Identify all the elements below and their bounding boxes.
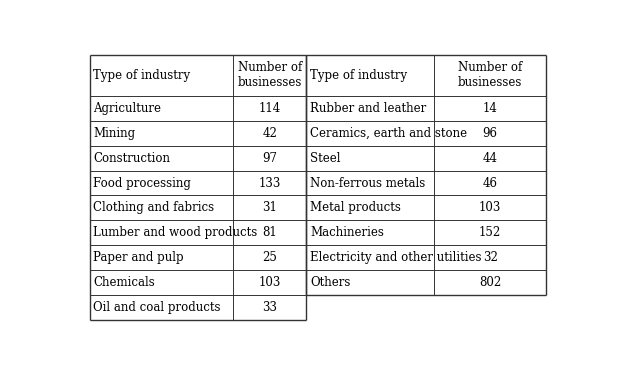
Text: 103: 103 [479, 201, 501, 214]
Text: Food processing: Food processing [94, 177, 191, 190]
Text: Machineries: Machineries [310, 226, 384, 239]
Text: Oil and coal products: Oil and coal products [94, 301, 221, 314]
Text: 133: 133 [259, 177, 281, 190]
Text: Construction: Construction [94, 152, 170, 165]
Text: Steel: Steel [310, 152, 340, 165]
Text: 97: 97 [262, 152, 277, 165]
Text: 14: 14 [482, 102, 497, 115]
Text: 33: 33 [262, 301, 277, 314]
Text: 81: 81 [262, 226, 277, 239]
Text: Chemicals: Chemicals [94, 276, 155, 289]
Text: 114: 114 [259, 102, 281, 115]
Text: Non-ferrous metals: Non-ferrous metals [310, 177, 425, 190]
Text: 802: 802 [479, 276, 501, 289]
Text: Paper and pulp: Paper and pulp [94, 251, 184, 264]
Text: Lumber and wood products: Lumber and wood products [94, 226, 257, 239]
Text: Mining: Mining [94, 127, 136, 139]
Text: Type of industry: Type of industry [94, 69, 190, 82]
Text: Ceramics, earth and stone: Ceramics, earth and stone [310, 127, 467, 139]
Text: 25: 25 [262, 251, 277, 264]
Text: Electricity and other utilities: Electricity and other utilities [310, 251, 482, 264]
Text: 103: 103 [259, 276, 281, 289]
Text: 32: 32 [482, 251, 497, 264]
Text: 31: 31 [262, 201, 277, 214]
Text: Number of
businesses: Number of businesses [458, 61, 522, 89]
Text: 42: 42 [262, 127, 277, 139]
Text: Type of industry: Type of industry [310, 69, 407, 82]
Text: Number of
businesses: Number of businesses [237, 61, 302, 89]
Text: 46: 46 [482, 177, 498, 190]
Text: Clothing and fabrics: Clothing and fabrics [94, 201, 215, 214]
Text: 44: 44 [482, 152, 498, 165]
Text: Rubber and leather: Rubber and leather [310, 102, 427, 115]
Text: 152: 152 [479, 226, 501, 239]
Text: Others: Others [310, 276, 350, 289]
Text: Metal products: Metal products [310, 201, 401, 214]
Text: Agriculture: Agriculture [94, 102, 161, 115]
Text: 96: 96 [482, 127, 498, 139]
